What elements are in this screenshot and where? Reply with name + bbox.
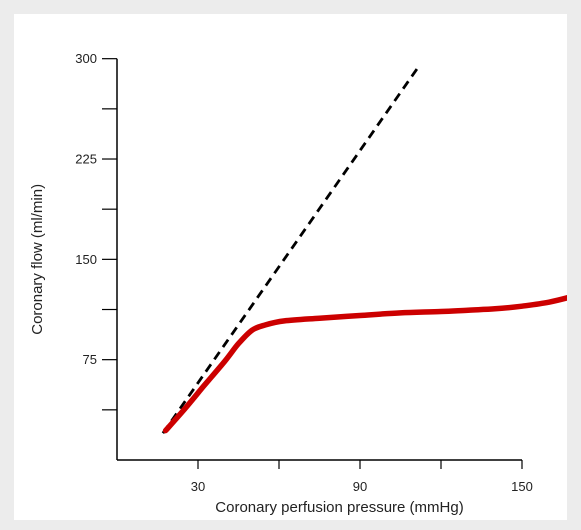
chart-frame: 75 150 225 300 30 90 150 Coronary perfusion pre… [14,14,567,520]
x-axis-title: Coronary perfusion pressure (mmHg) [215,499,463,516]
series-line-solid [162,295,567,434]
series-line-dashed [161,64,421,435]
y-tick-label: 300 [75,51,97,66]
y-axis-title: Coronary flow (ml/min) [29,184,46,335]
chart: 75 150 225 300 30 90 150 Coronary perfusion pre… [29,51,567,516]
x-tick-label: 90 [353,479,367,494]
y-tick-label: 225 [75,152,97,167]
x-tick-label: 30 [191,479,205,494]
x-tick-label: 150 [511,479,533,494]
y-tick-label: 150 [75,252,97,267]
y-tick-label: 75 [83,352,97,367]
